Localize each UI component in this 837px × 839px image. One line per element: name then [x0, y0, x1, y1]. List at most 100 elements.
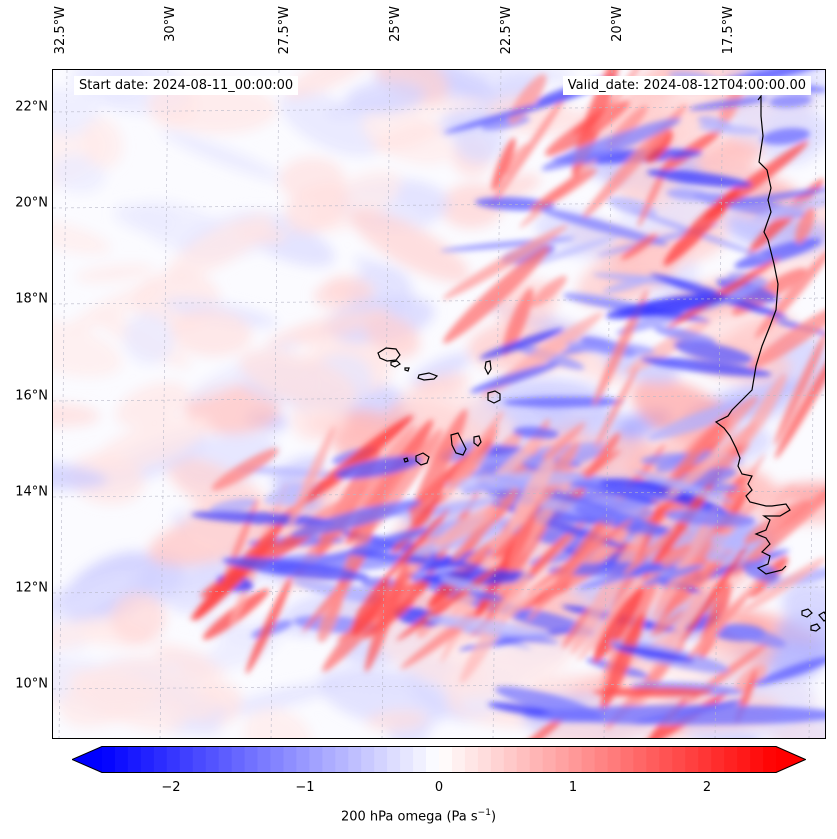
- colorbar-cell: [231, 746, 245, 773]
- latitude-label: 20°N: [15, 195, 48, 211]
- colorbar-cell: [374, 746, 388, 773]
- meridian-gridline: [381, 70, 391, 738]
- colorbar-label: 200 hPa omega (Pa s−1): [0, 808, 837, 824]
- colorbar-cell: [516, 746, 531, 773]
- longitude-label: 32.5°W: [53, 6, 68, 55]
- meridian-gridline: [603, 70, 613, 738]
- bijagos-island-a: [801, 608, 813, 618]
- colorbar-extend-min: [72, 746, 102, 773]
- colorbar-cell: [581, 746, 595, 773]
- island-sal: [484, 360, 492, 376]
- latitude-label: 18°N: [15, 291, 48, 307]
- colorbar-cell: [633, 746, 647, 773]
- colorbar-label-exponent: −1: [477, 808, 491, 818]
- omega-field-map: [53, 70, 825, 738]
- colorbar-cell: [646, 746, 660, 773]
- meridian-gridline: [270, 70, 280, 738]
- island-santa-luzia: [404, 367, 410, 372]
- colorbar-cell: [724, 746, 738, 773]
- longitude-label: 27.5°W: [277, 6, 292, 55]
- island-santiago: [450, 432, 467, 456]
- colorbar-outline: [72, 746, 806, 773]
- colorbar-cell: [205, 746, 220, 773]
- meridian-gridline: [714, 70, 724, 738]
- colorbar-cell: [114, 746, 129, 773]
- colorbar-cell: [218, 746, 233, 773]
- colorbar-cell: [387, 746, 401, 773]
- colorbar-cell: [244, 746, 258, 773]
- colorbar-cell: [400, 746, 414, 773]
- colorbar-tick: −2: [161, 780, 181, 795]
- longitude-label: 22.5°W: [499, 6, 514, 55]
- island-sao-vicente: [390, 360, 401, 368]
- colorbar-cell: [426, 746, 440, 773]
- colorbar-cell: [737, 746, 751, 773]
- colorbar-cell: [257, 746, 271, 773]
- meridian-gridline: [58, 70, 68, 738]
- island-maio: [473, 435, 482, 447]
- colorbar-cell: [698, 746, 712, 773]
- island-sao-nicolau: [417, 372, 439, 381]
- colorbar-cell: [335, 746, 349, 773]
- colorbar-cell: [283, 746, 297, 773]
- colorbar-label-main: 200 hPa omega (Pa s: [340, 809, 478, 825]
- colorbar-cell: [296, 746, 310, 773]
- colorbar-cells: [102, 746, 777, 773]
- colorbar-cell: [348, 746, 362, 773]
- colorbar-cell: [672, 746, 686, 773]
- colorbar-cell: [711, 746, 725, 773]
- gridlines: [53, 70, 825, 738]
- colorbar-cell: [166, 746, 181, 773]
- colorbar-cell: [179, 746, 194, 773]
- longitude-label: 20°W: [610, 6, 625, 42]
- colorbar-cell: [270, 746, 284, 773]
- colorbar: [72, 746, 806, 773]
- longitude-label: 25°W: [388, 6, 403, 42]
- valid-date-label: Valid_date: 2024-08-12T04:00:00.00: [562, 76, 811, 95]
- bijagos-island-b: [810, 623, 821, 632]
- colorbar-cell: [153, 746, 168, 773]
- colorbar-cell: [439, 746, 453, 773]
- colorbar-cell: [529, 746, 544, 773]
- colorbar-cell: [555, 746, 570, 773]
- longitude-label: 30°W: [163, 6, 178, 42]
- colorbar-cell: [659, 746, 673, 773]
- colorbar-cell: [102, 746, 116, 773]
- start-date-label: Start date: 2024-08-11_00:00:00: [74, 76, 299, 95]
- colorbar-cell: [685, 746, 699, 773]
- bijagos-island-c: [818, 611, 825, 622]
- colorbar-cell: [750, 746, 764, 773]
- latitude-label: 12°N: [15, 580, 48, 596]
- colorbar-tick: 2: [702, 780, 712, 795]
- colorbar-cell: [192, 746, 207, 773]
- colorbar-cell: [490, 746, 505, 773]
- latitude-label: 14°N: [15, 484, 48, 500]
- island-boa-vista: [487, 390, 501, 404]
- colorbar-cell: [568, 746, 582, 773]
- latitude-label: 10°N: [15, 676, 48, 692]
- colorbar-cell: [607, 746, 621, 773]
- colorbar-cell: [542, 746, 557, 773]
- longitude-label: 17.5°W: [721, 6, 736, 55]
- colorbar-tick: −1: [295, 780, 315, 795]
- colorbar-cell: [763, 746, 777, 773]
- colorbar-cell: [620, 746, 634, 773]
- colorbar-cell: [361, 746, 375, 773]
- meridian-gridline: [808, 70, 818, 738]
- colorbar-cell: [594, 746, 608, 773]
- coastline: [377, 94, 825, 632]
- colorbar-cell: [413, 746, 427, 773]
- island-santo-antao: [377, 347, 401, 362]
- colorbar-cell: [127, 746, 142, 773]
- colorbar-cell: [503, 746, 518, 773]
- map-panel: [52, 69, 826, 739]
- colorbar-tick: 0: [434, 780, 444, 795]
- colorbar-tick: 1: [568, 780, 578, 795]
- africa-coastline: [714, 94, 791, 575]
- colorbar-cell: [322, 746, 336, 773]
- meridian-gridline: [492, 70, 502, 738]
- colorbar-extend-max: [776, 746, 806, 773]
- meridian-gridline: [159, 70, 169, 738]
- colorbar-cell: [140, 746, 155, 773]
- island-brava: [403, 457, 409, 463]
